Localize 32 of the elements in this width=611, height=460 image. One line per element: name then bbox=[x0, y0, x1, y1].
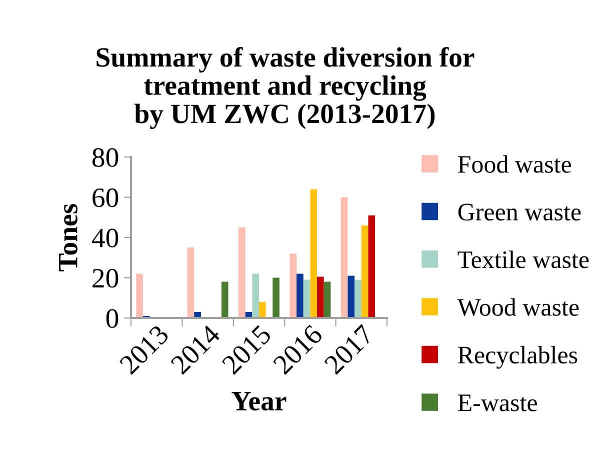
bar bbox=[272, 278, 280, 318]
bar bbox=[296, 274, 304, 318]
bar bbox=[303, 280, 310, 318]
bar bbox=[187, 248, 194, 318]
bar bbox=[354, 280, 362, 318]
bar bbox=[221, 282, 228, 318]
legend-label: Food waste bbox=[458, 155, 572, 173]
chart-title: Summary of waste diversion for treatment and recycling by UM ZWC (2013-2017) bbox=[96, 46, 474, 130]
bar bbox=[340, 197, 348, 318]
bar bbox=[310, 189, 318, 318]
bar bbox=[361, 225, 368, 318]
x-axis-title: Year bbox=[232, 392, 286, 410]
legend-label: Recyclables bbox=[458, 346, 578, 369]
bar bbox=[252, 274, 259, 318]
y-tick-label: 60 bbox=[92, 188, 118, 208]
bar bbox=[290, 254, 297, 318]
y-tick-label: 80 bbox=[92, 148, 118, 167]
legend-label: Wood waste bbox=[457, 298, 579, 316]
bar bbox=[317, 276, 324, 318]
bar bbox=[136, 274, 143, 318]
bar bbox=[348, 276, 355, 318]
y-tick-label: 0 bbox=[106, 309, 118, 328]
legend-label: E-waste bbox=[458, 394, 537, 412]
bar bbox=[368, 215, 376, 318]
bar bbox=[259, 302, 266, 318]
legend-label: Green waste bbox=[458, 204, 581, 221]
legend-label: Textile waste bbox=[458, 250, 589, 268]
bar bbox=[238, 227, 246, 318]
bar bbox=[324, 282, 331, 318]
y-tick-label: 40 bbox=[92, 228, 118, 248]
y-axis-title: Tones bbox=[58, 204, 78, 272]
y-tick-label: 20 bbox=[92, 268, 118, 288]
